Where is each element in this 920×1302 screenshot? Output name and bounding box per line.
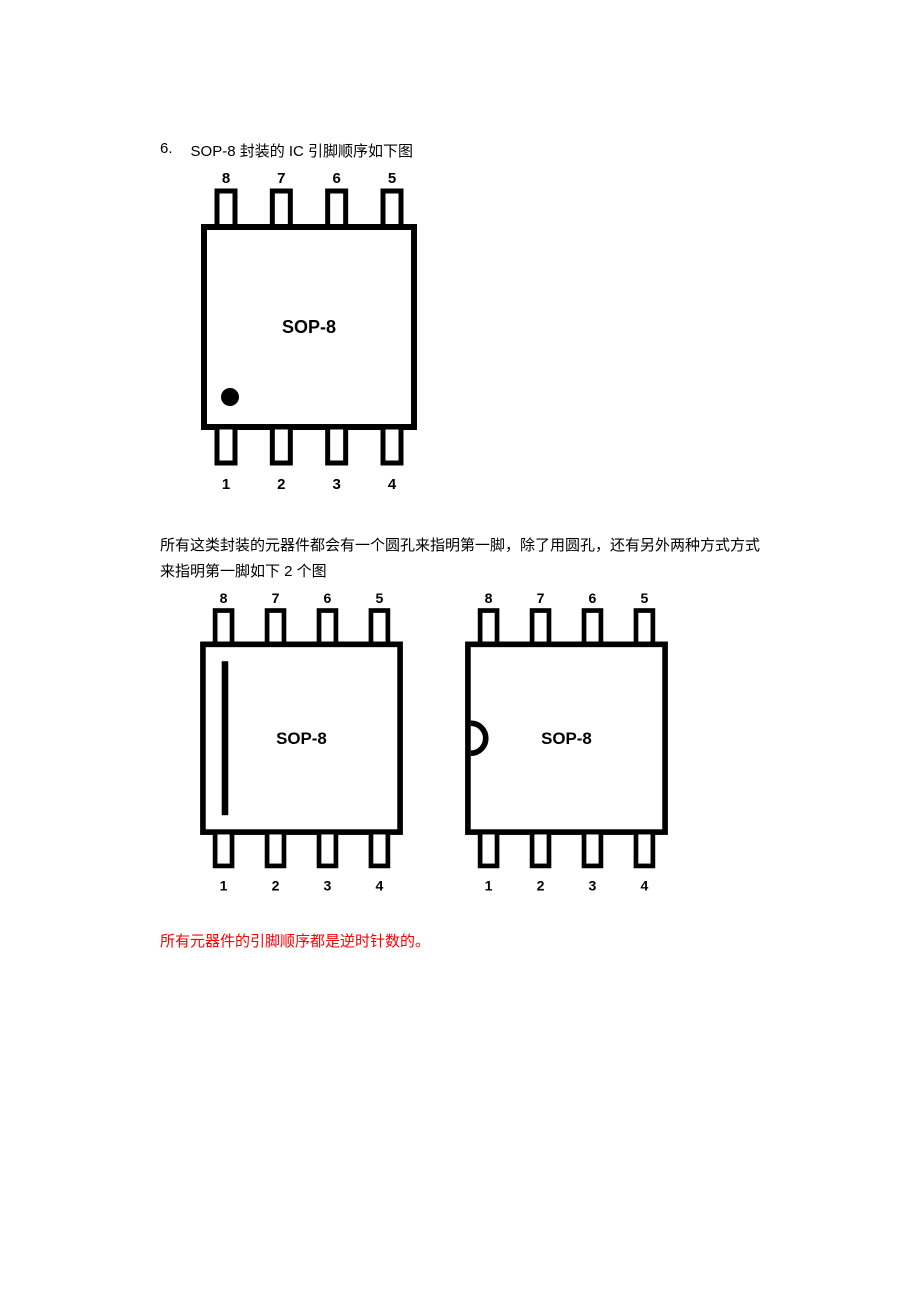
- sop8-diagram-notch: 8 7 6 5 SOP-8 1 2 3 4: [449, 588, 684, 926]
- svg-text:4: 4: [376, 877, 384, 893]
- svg-text:2: 2: [537, 877, 545, 893]
- svg-text:1: 1: [485, 877, 493, 893]
- svg-text:SOP-8: SOP-8: [276, 729, 327, 748]
- list-number: 6.: [160, 140, 173, 161]
- heading-text: SOP-8 封装的 IC 引脚顺序如下图: [191, 140, 414, 161]
- svg-text:3: 3: [324, 877, 332, 893]
- svg-text:5: 5: [376, 590, 384, 606]
- svg-text:5: 5: [388, 170, 396, 187]
- svg-text:1: 1: [220, 877, 228, 893]
- svg-text:4: 4: [388, 476, 397, 493]
- svg-text:7: 7: [537, 590, 545, 606]
- svg-text:4: 4: [641, 877, 649, 893]
- svg-text:6: 6: [332, 170, 340, 187]
- svg-text:7: 7: [272, 590, 280, 606]
- svg-text:3: 3: [332, 476, 340, 493]
- svg-text:8: 8: [485, 590, 493, 606]
- svg-text:8: 8: [220, 590, 228, 606]
- svg-text:1: 1: [222, 476, 230, 493]
- svg-text:3: 3: [589, 877, 597, 893]
- sop8-diagram-bar: 8 7 6 5 SOP-8 1 2 3 4: [184, 588, 419, 926]
- svg-text:6: 6: [589, 590, 597, 606]
- svg-text:6: 6: [324, 590, 332, 606]
- svg-text:2: 2: [277, 476, 285, 493]
- svg-text:5: 5: [641, 590, 649, 606]
- svg-text:2: 2: [272, 877, 280, 893]
- svg-text:SOP-8: SOP-8: [541, 729, 592, 748]
- sop8-diagram-dot: 8 7 6 5 SOP-8 1 2 3 4: [184, 167, 760, 527]
- svg-text:8: 8: [222, 170, 230, 187]
- paragraph-text: 所有这类封装的元器件都会有一个圆孔来指明第一脚，除了用圆孔，还有另外两种方式方式…: [160, 533, 760, 584]
- red-note: 所有元器件的引脚顺序都是逆时针数的。: [160, 930, 760, 951]
- svg-text:SOP-8: SOP-8: [282, 317, 336, 337]
- svg-text:7: 7: [277, 170, 285, 187]
